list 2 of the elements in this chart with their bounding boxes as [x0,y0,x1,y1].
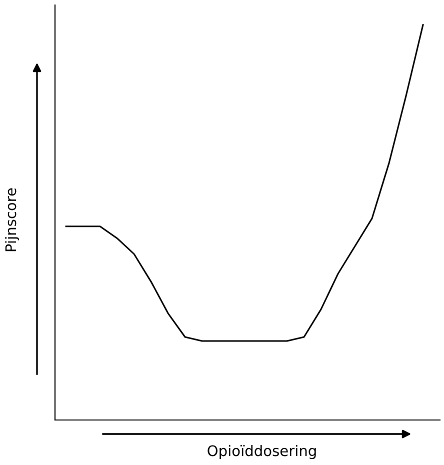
y-axis-title: Pijnscore [4,188,20,252]
x-axis-title: Opioïddosering [208,444,316,460]
